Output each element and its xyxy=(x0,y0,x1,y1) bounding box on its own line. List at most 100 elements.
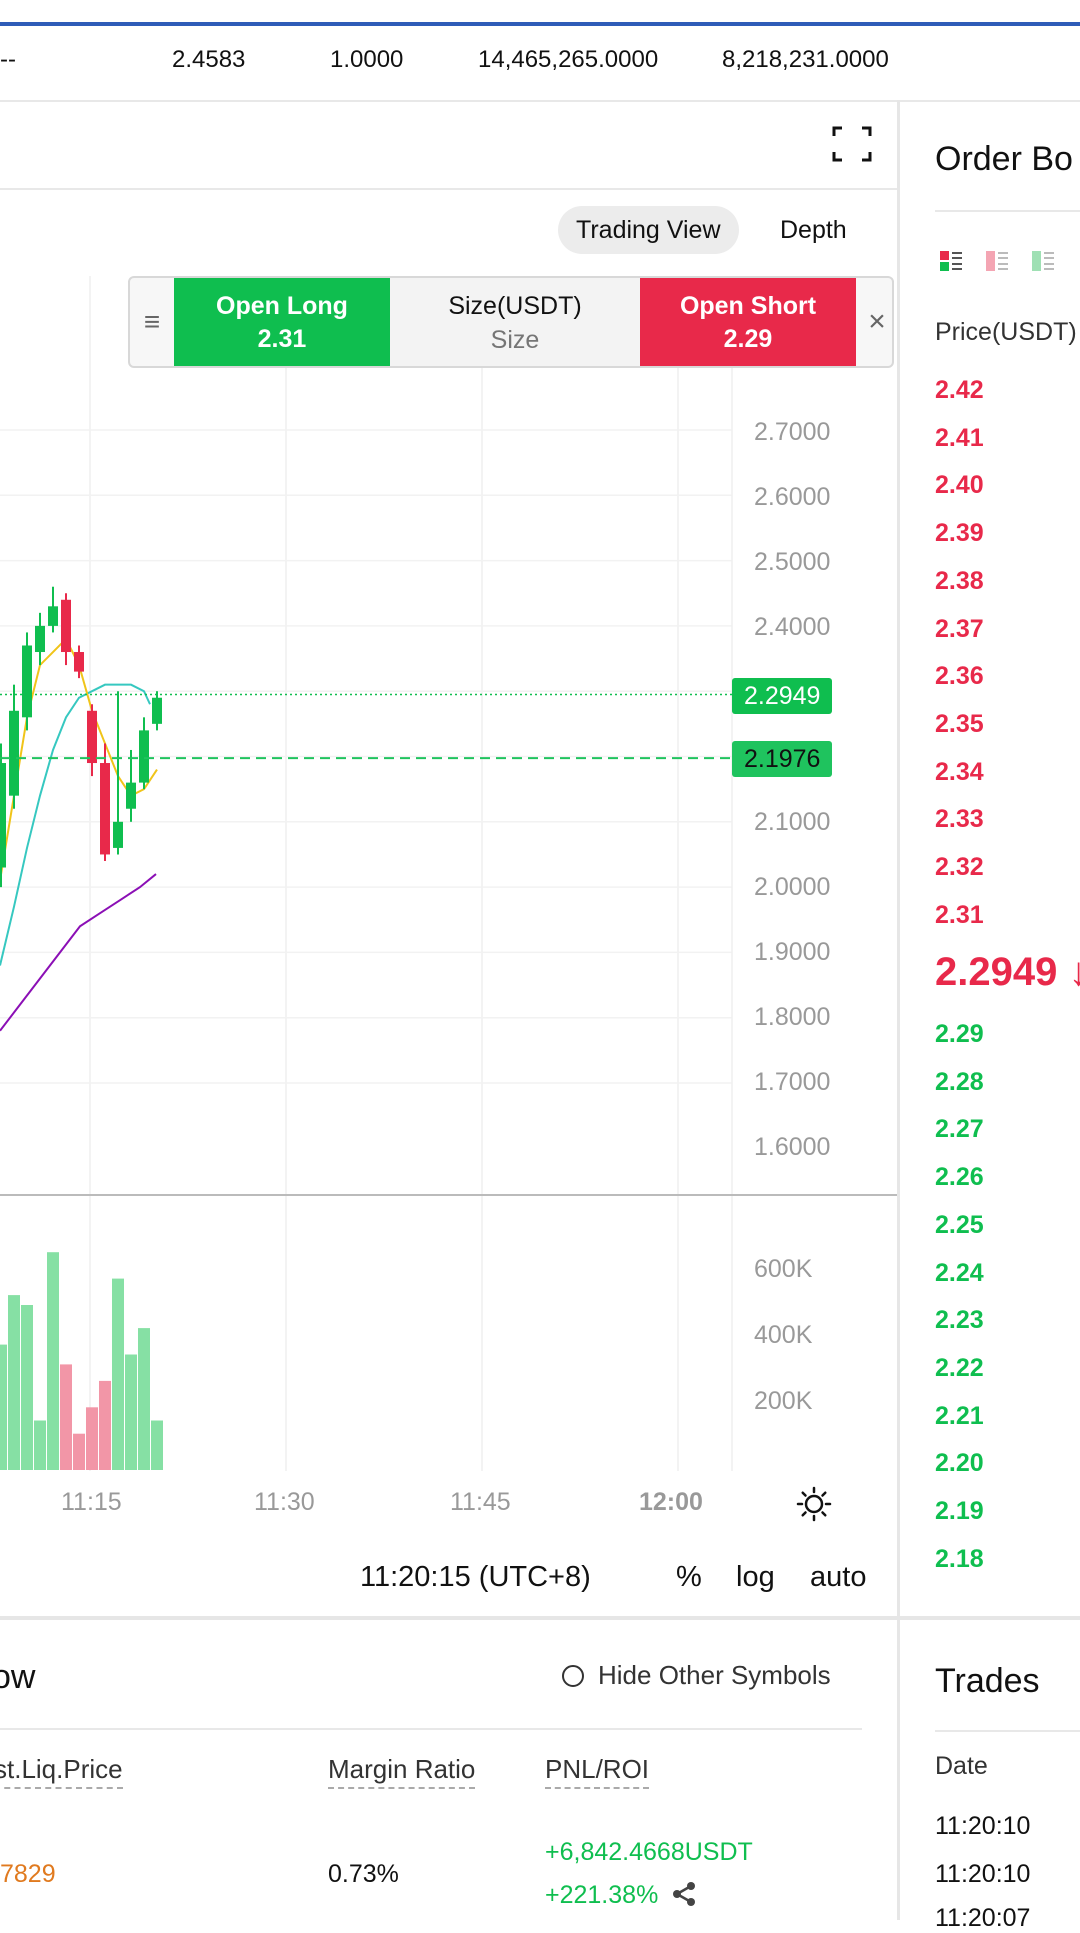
size-label: Size(USDT) xyxy=(448,292,582,320)
last-price-tag: 2.2949 xyxy=(732,678,833,714)
volume-bar xyxy=(125,1354,137,1470)
open-short-button[interactable]: Open Short 2.29 xyxy=(640,278,856,366)
log-toggle[interactable]: log xyxy=(736,1561,775,1593)
bid-price[interactable]: 2.29 xyxy=(935,1020,984,1048)
ask-price[interactable]: 2.34 xyxy=(935,757,984,786)
bid-price[interactable]: 2.18 xyxy=(935,1544,984,1573)
stat-value: 8,218,231.0000 xyxy=(722,46,889,73)
ask-price[interactable]: 2.37 xyxy=(935,614,984,643)
volume-bar xyxy=(34,1420,46,1470)
theme-toggle-icon[interactable] xyxy=(796,1486,832,1522)
ask-price[interactable]: 2.39 xyxy=(935,519,984,548)
time-axis-label: 11:45 xyxy=(450,1488,511,1516)
top-accent-line xyxy=(0,22,1080,26)
price-axis-label: 1.7000 xyxy=(754,1068,831,1096)
divider xyxy=(0,1728,862,1730)
date-column-header: Date xyxy=(935,1752,988,1780)
stat-value: -- xyxy=(0,46,16,73)
tab-trading-view[interactable]: Trading View xyxy=(558,206,739,254)
volume-bar xyxy=(60,1364,72,1470)
tab-depth[interactable]: Depth xyxy=(780,216,847,244)
ma-line-teal xyxy=(0,683,151,966)
auto-toggle[interactable]: auto xyxy=(810,1561,867,1593)
price-axis-label: 2.1000 xyxy=(754,808,831,836)
open-long-label: Open Long xyxy=(216,292,348,320)
ask-price[interactable]: 2.42 xyxy=(935,376,984,404)
trade-time: 11:20:07 xyxy=(935,1904,1031,1932)
bid-price[interactable]: 2.21 xyxy=(935,1401,984,1430)
candle-body xyxy=(126,782,136,809)
volume-axis-label: 400K xyxy=(754,1321,813,1349)
bid-price[interactable]: 2.25 xyxy=(935,1210,984,1239)
hide-other-symbols-label: Hide Other Symbols xyxy=(598,1660,831,1690)
bid-price[interactable]: 2.23 xyxy=(935,1306,984,1335)
book-both-icon[interactable] xyxy=(940,250,962,272)
size-field: Size(USDT) xyxy=(390,278,640,366)
quick-trade-bar: ≡ Open Long 2.31 Size(USDT) Open Short 2… xyxy=(128,276,894,368)
volume-divider xyxy=(0,1194,897,1196)
ask-price[interactable]: 2.40 xyxy=(935,471,984,500)
price-axis-label: 2.5000 xyxy=(754,548,831,576)
ask-price[interactable]: 2.38 xyxy=(935,566,984,595)
ma-line-purple xyxy=(0,873,157,1032)
candle-body xyxy=(87,710,97,764)
time-axis-label: 11:30 xyxy=(254,1488,315,1516)
price-axis-label: 1.8000 xyxy=(754,1003,831,1031)
ask-price[interactable]: 2.31 xyxy=(935,900,984,929)
bid-price[interactable]: 2.19 xyxy=(935,1497,984,1525)
radio-icon[interactable] xyxy=(562,1664,584,1687)
volume-bar xyxy=(86,1407,98,1470)
volume-bar xyxy=(0,1344,7,1470)
bid-price[interactable]: 2.24 xyxy=(935,1258,984,1287)
ask-price[interactable]: 2.32 xyxy=(935,853,984,881)
col-liq-price[interactable]: st.Liq.Price xyxy=(0,1754,123,1789)
menu-icon[interactable]: ≡ xyxy=(143,306,161,337)
open-short-price: 2.29 xyxy=(723,325,773,353)
volume-bar xyxy=(73,1433,85,1470)
volume-bar xyxy=(138,1328,150,1470)
bid-price[interactable]: 2.28 xyxy=(935,1067,984,1096)
candle-body xyxy=(113,821,123,848)
col-margin-ratio[interactable]: Margin Ratio xyxy=(328,1754,476,1789)
divider xyxy=(935,210,1080,212)
ask-price[interactable]: 2.41 xyxy=(935,423,984,452)
price-axis-label: 2.4000 xyxy=(754,613,831,641)
stat-value: 1.0000 xyxy=(330,46,404,73)
hide-other-symbols-toggle[interactable]: Hide Other Symbols xyxy=(562,1660,831,1691)
share-icon[interactable] xyxy=(671,1881,697,1907)
close-icon[interactable]: × xyxy=(868,305,886,338)
price-chart[interactable] xyxy=(0,276,897,1616)
candle-body xyxy=(139,730,149,783)
roi-text: +221.38% xyxy=(545,1881,659,1909)
time-axis-label: 11:15 xyxy=(61,1488,122,1516)
price-axis-label: 2.0000 xyxy=(754,873,831,901)
chart-clock: 11:20:15 (UTC+8) xyxy=(360,1561,591,1593)
price-axis-label: 1.6000 xyxy=(754,1133,831,1161)
candle-body xyxy=(22,645,32,718)
last-price: 2.2949 ↓ xyxy=(935,950,1080,994)
bid-price[interactable]: 2.27 xyxy=(935,1115,984,1144)
section-divider xyxy=(0,1616,1080,1620)
volume-axis-label: 600K xyxy=(754,1255,813,1283)
bid-price[interactable]: 2.20 xyxy=(935,1449,984,1478)
candle-body xyxy=(35,625,45,653)
fullscreen-icon[interactable] xyxy=(832,126,872,162)
bid-price[interactable]: 2.26 xyxy=(935,1163,984,1192)
mark-price-tag: 2.1976 xyxy=(732,741,833,777)
candle-body xyxy=(0,763,6,868)
order-book-title: Order Bo xyxy=(935,140,1073,178)
size-input[interactable] xyxy=(413,325,617,356)
positions-title: ow xyxy=(0,1658,36,1696)
col-pnl-roi[interactable]: PNL/ROI xyxy=(545,1754,650,1789)
ask-price[interactable]: 2.36 xyxy=(935,662,984,691)
ask-price[interactable]: 2.35 xyxy=(935,709,984,738)
book-asks-icon[interactable] xyxy=(986,250,1008,272)
margin-ratio-value: 0.73% xyxy=(328,1860,399,1888)
open-long-button[interactable]: Open Long 2.31 xyxy=(174,278,390,366)
ask-price[interactable]: 2.33 xyxy=(935,805,984,834)
volume-bar xyxy=(47,1252,59,1470)
percent-toggle[interactable]: % xyxy=(676,1561,702,1593)
candle-body xyxy=(100,763,110,855)
book-bids-icon[interactable] xyxy=(1032,250,1054,272)
bid-price[interactable]: 2.22 xyxy=(935,1353,984,1382)
